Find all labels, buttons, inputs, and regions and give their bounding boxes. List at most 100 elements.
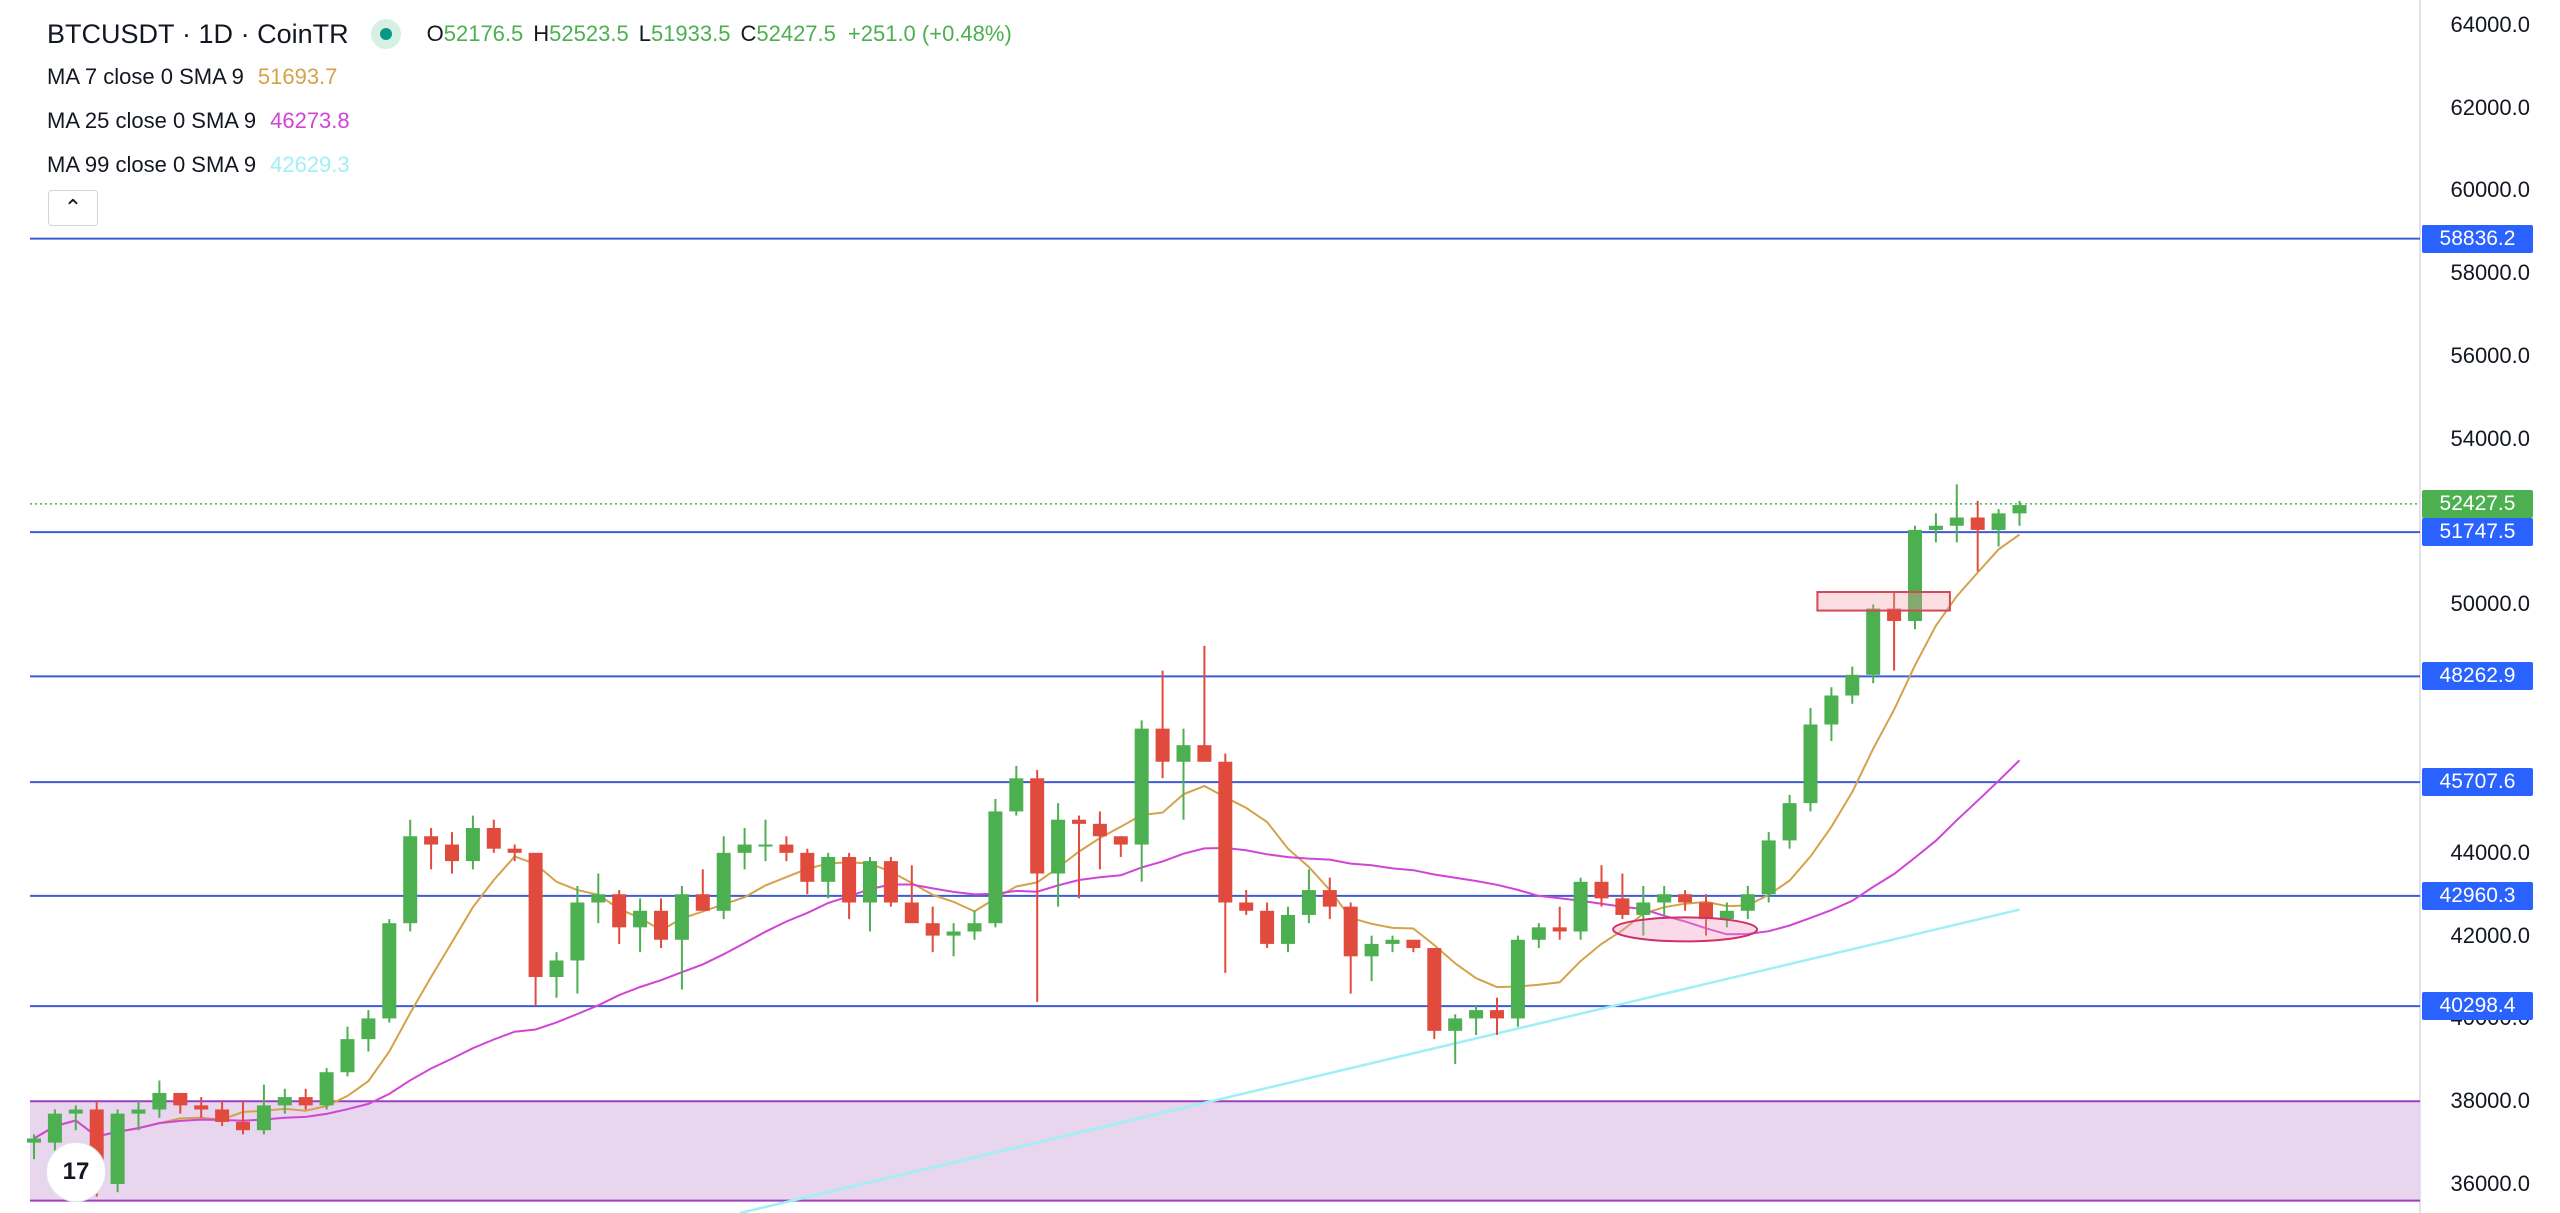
candle[interactable] [1782, 794, 1797, 849]
candle[interactable] [1531, 923, 1546, 949]
level-price-tag[interactable]: 45707.6 [2422, 768, 2533, 797]
candle[interactable] [1761, 832, 1776, 903]
candle[interactable] [1699, 894, 1713, 936]
candle[interactable] [1928, 513, 1943, 543]
candle[interactable] [256, 1084, 271, 1135]
candle[interactable] [716, 836, 731, 920]
candle[interactable] [110, 1109, 125, 1193]
candle[interactable] [486, 819, 501, 853]
candle[interactable] [1343, 902, 1358, 994]
candle[interactable] [131, 1101, 146, 1131]
candle[interactable] [236, 1101, 250, 1135]
candle[interactable] [340, 1026, 355, 1077]
indicator-ma25[interactable]: MA 25 close 0 SMA 9 46273.8 [47, 106, 350, 136]
candle[interactable] [1970, 500, 1985, 572]
candle[interactable] [1113, 836, 1128, 857]
candle[interactable] [2012, 500, 2027, 526]
candle[interactable] [674, 885, 689, 990]
candle[interactable] [361, 1010, 376, 1052]
candle[interactable] [1573, 877, 1588, 940]
candle[interactable] [1155, 670, 1170, 779]
symbol-header[interactable]: BTCUSDT · 1D · CoinTR O 52176.5 H 52523.5 … [47, 18, 1012, 50]
candle[interactable] [549, 952, 564, 998]
candle[interactable] [1510, 935, 1525, 1027]
demand-zone[interactable] [30, 1101, 2420, 1201]
candle[interactable] [612, 890, 627, 944]
candle[interactable] [842, 852, 857, 920]
interval-label[interactable]: 1D [198, 18, 234, 49]
candle[interactable] [1364, 935, 1379, 982]
collapse-legend-button[interactable]: ⌃ [48, 190, 98, 226]
candle[interactable] [1824, 687, 1839, 742]
candle[interactable] [633, 898, 648, 953]
candle[interactable] [298, 1088, 313, 1110]
candle[interactable] [1448, 1014, 1463, 1064]
candle[interactable] [1092, 811, 1107, 870]
candle[interactable] [1072, 815, 1086, 899]
candle[interactable] [821, 852, 836, 899]
candle[interactable] [1134, 720, 1149, 882]
candle[interactable] [946, 923, 961, 957]
candle[interactable] [1636, 885, 1651, 936]
candle[interactable] [1657, 885, 1672, 915]
candle[interactable] [925, 906, 940, 953]
candle[interactable] [194, 1097, 209, 1118]
candle[interactable] [1322, 877, 1337, 920]
candle[interactable] [758, 819, 773, 862]
candle[interactable] [1991, 509, 2006, 547]
candle[interactable] [528, 852, 543, 1007]
candle[interactable] [863, 856, 877, 932]
candle[interactable] [445, 832, 459, 874]
level-price-tag[interactable]: 40298.4 [2422, 992, 2533, 1021]
symbol-name[interactable]: BTCUSDT [47, 18, 175, 49]
candle[interactable] [382, 919, 397, 1023]
candle[interactable] [591, 873, 606, 924]
candle[interactable] [1406, 939, 1421, 953]
candle[interactable] [967, 910, 982, 940]
candle[interactable] [904, 865, 919, 924]
level-price-tag[interactable]: 58836.2 [2422, 224, 2533, 253]
candle[interactable] [1803, 707, 1818, 812]
candle[interactable] [465, 815, 480, 870]
candle[interactable] [570, 885, 585, 994]
candle[interactable] [403, 819, 418, 932]
candle[interactable] [1615, 873, 1630, 920]
candle[interactable] [1239, 890, 1254, 915]
candle[interactable] [173, 1092, 188, 1114]
candle[interactable] [1176, 728, 1191, 820]
last-price-tag[interactable]: 52427.5 [2422, 489, 2533, 518]
candle[interactable] [1845, 666, 1860, 704]
candle[interactable] [1866, 604, 1881, 684]
resistance-box-annotation[interactable] [1816, 591, 1951, 612]
tradingview-logo[interactable]: 17 [46, 1142, 106, 1202]
candle[interactable] [1301, 869, 1316, 924]
candle[interactable] [1030, 770, 1045, 1002]
indicator-ma7[interactable]: MA 7 close 0 SMA 9 51693.7 [47, 62, 337, 92]
level-price-tag[interactable]: 51747.5 [2422, 518, 2533, 547]
candle[interactable] [1678, 890, 1693, 911]
candle[interactable] [1490, 997, 1504, 1035]
candle[interactable] [215, 1101, 230, 1127]
ma99-line[interactable] [739, 908, 2020, 1213]
candle[interactable] [27, 1134, 41, 1160]
candle[interactable] [1260, 902, 1275, 949]
candle[interactable] [319, 1068, 334, 1110]
candle[interactable] [779, 836, 794, 862]
candle[interactable] [695, 869, 710, 911]
candle[interactable] [1719, 902, 1734, 928]
support-ellipse-annotation[interactable] [1612, 916, 1759, 943]
candle[interactable] [1908, 525, 1922, 630]
candle[interactable] [1218, 753, 1233, 973]
candle[interactable] [1887, 592, 1902, 671]
candle[interactable] [1281, 906, 1295, 953]
candle[interactable] [988, 799, 1003, 928]
level-price-tag[interactable]: 42960.3 [2422, 881, 2533, 910]
candle[interactable] [277, 1088, 292, 1114]
candle[interactable] [883, 856, 898, 907]
candle[interactable] [152, 1080, 167, 1118]
ma7-line[interactable] [33, 533, 2021, 1140]
candle[interactable] [1009, 765, 1024, 816]
candle[interactable] [737, 827, 752, 870]
candle[interactable] [1051, 803, 1066, 907]
candle[interactable] [1594, 865, 1609, 907]
